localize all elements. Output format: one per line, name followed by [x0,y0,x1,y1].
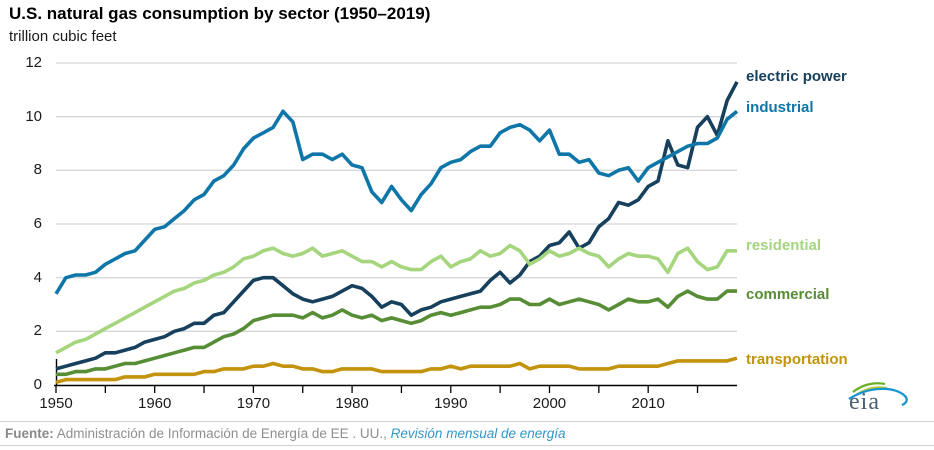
series-label-industrial: industrial [746,99,814,116]
x-tick-label-1970: 1970 [236,395,271,412]
eia-logo: eia [843,381,915,417]
y-tick-label-10: 10 [25,107,42,125]
y-tick-label-2: 2 [33,322,42,340]
chart-subtitle: trillion cubic feet [9,28,117,45]
x-tick-label-1960: 1960 [138,395,172,412]
y-tick-label-4: 4 [33,268,42,286]
source-label: Fuente: [5,426,54,441]
source-text: Administración de Información de Energía… [53,426,391,441]
x-tick-label-2000: 2000 [532,395,567,412]
series-label-residential: residential [746,237,822,254]
series-label-transportation: transportation [746,351,848,368]
y-tick-label-0: 0 [33,376,42,393]
eia-logo-swoosh [848,382,908,407]
source-link[interactable]: Revisión mensual de energía [390,426,566,441]
x-tick-label-1980: 1980 [335,395,369,412]
source-note: Fuente: Administración de Información de… [0,421,934,446]
x-tick-label-2010: 2010 [631,395,665,412]
series-line-commercial [56,289,737,377]
series-label-commercial: commercial [746,286,830,303]
series-label-electric-power: electric power [746,68,847,85]
series-line-transportation [55,356,738,385]
series-line-industrial [54,109,739,295]
series-line-electric-power [55,80,739,371]
x-tick-label-1950: 1950 [39,395,73,412]
y-tick-label-12: 12 [25,54,42,71]
x-tick-label-1990: 1990 [434,395,468,412]
y-tick-label-8: 8 [33,161,42,179]
eia-logo-text: eia [849,389,880,415]
y-tick-label-6: 6 [33,215,42,232]
chart-title: U.S. natural gas consumption by sector (… [9,4,431,23]
series-line-residential [55,243,737,355]
